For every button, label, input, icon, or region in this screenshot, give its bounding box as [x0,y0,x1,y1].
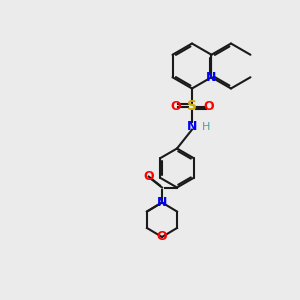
Text: O: O [143,170,154,184]
Text: O: O [157,230,167,244]
Text: O: O [203,100,214,113]
Text: N: N [157,196,167,209]
Text: N: N [187,119,197,133]
Text: S: S [187,100,197,113]
Text: N: N [206,71,217,84]
Text: H: H [202,122,210,133]
Text: O: O [170,100,181,113]
